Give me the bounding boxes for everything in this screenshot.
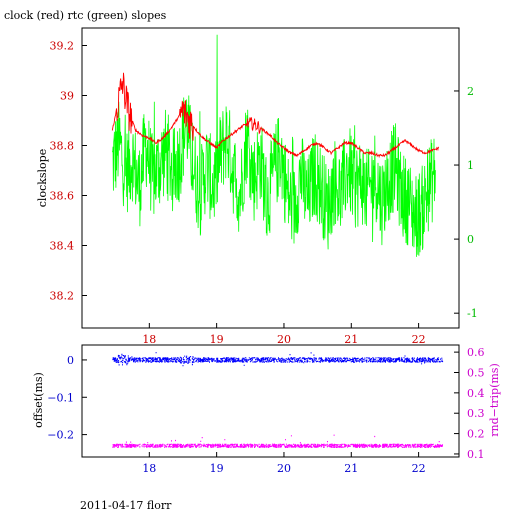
- lower-y-tick-label: 0: [67, 354, 74, 367]
- lower-panel: 18 19 20 21 22 0 −0.1 −0.2 0.1 0.2 0.3 0.4 0.5 0.6 of…: [32, 344, 501, 475]
- lower-x-tick-label: 21: [344, 462, 358, 475]
- lower-right-y-tick-label: 0.6: [467, 346, 485, 359]
- lower-right-y-tick-label: 0.1: [467, 448, 485, 461]
- upper-plot-frame: [81, 27, 460, 329]
- lower-right-y-axis-label: rnd−trip(ms): [488, 363, 501, 437]
- upper-panel: 18 19 20 21 22 38.2 38.4 38.6 38.8 39 39.2 -1 0 1 2 cl…: [36, 27, 478, 347]
- lower-right-y-tick-label: 0.4: [467, 387, 485, 400]
- upper-right-y-tick-label: -1: [467, 307, 478, 320]
- upper-y-tick-label: 38.2: [50, 290, 75, 303]
- chart-title: clock (red) rtc (green) slopes: [4, 9, 167, 22]
- lower-x-tick-label: 20: [277, 462, 291, 475]
- upper-right-y-tick-label: 2: [467, 85, 474, 98]
- upper-y-tick-label: 38.4: [50, 240, 75, 253]
- upper-x-tick-label: 20: [277, 333, 291, 346]
- lower-y-tick-label: −0.2: [47, 429, 74, 442]
- lower-right-y-tick-label: 0.2: [467, 428, 485, 441]
- upper-x-tick-label: 22: [412, 333, 426, 346]
- upper-y-tick-label: 39: [60, 90, 74, 103]
- upper-y-tick-label: 39.2: [50, 40, 75, 53]
- lower-y-axis-label: offset(ms): [32, 372, 45, 428]
- lower-right-y-tick-label: 0.3: [467, 407, 485, 420]
- upper-right-y-tick-label: 0: [467, 233, 474, 246]
- lower-right-y-tick-label: 0.5: [467, 366, 485, 379]
- footer-caption: 2011-04-17 florr: [80, 499, 172, 512]
- upper-right-y-tick-label: 1: [467, 159, 474, 172]
- offset-series-points: [112, 352, 444, 367]
- upper-y-tick-label: 38.6: [50, 190, 75, 203]
- upper-x-tick-label: 18: [142, 333, 156, 346]
- lower-plot-frame: [81, 344, 460, 458]
- lower-x-tick-label: 18: [142, 462, 156, 475]
- lower-series-layer: [112, 352, 444, 448]
- lower-ticks-layer: 18 19 20 21 22 0 −0.1 −0.2 0.1 0.2 0.3 0.4 0.5 0.6: [47, 346, 484, 475]
- upper-y-axis-label: clockslope: [36, 149, 49, 207]
- lower-x-tick-label: 19: [210, 462, 224, 475]
- upper-y-tick-label: 38.8: [50, 140, 75, 153]
- upper-x-tick-label: 19: [210, 333, 224, 346]
- upper-ticks-layer: 18 19 20 21 22 38.2 38.4 38.6 38.8 39 39.2 -1 0 1 2: [50, 40, 478, 347]
- lower-x-tick-label: 22: [412, 462, 426, 475]
- rtc-series-line: [111, 34, 436, 257]
- lower-y-tick-label: −0.1: [47, 391, 74, 404]
- rndtrip-series-points: [112, 434, 443, 448]
- upper-series-layer: [111, 34, 440, 257]
- upper-x-tick-label: 21: [344, 333, 358, 346]
- clock-series-line: [111, 72, 440, 159]
